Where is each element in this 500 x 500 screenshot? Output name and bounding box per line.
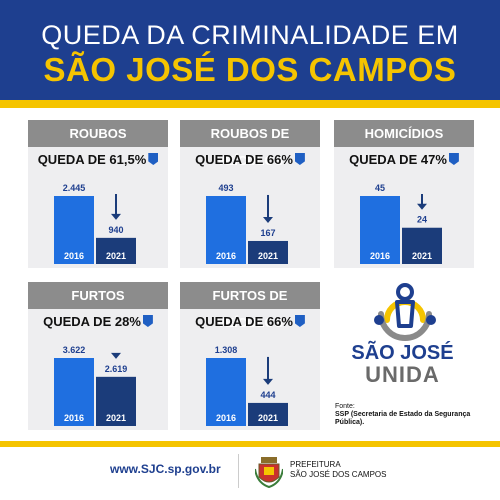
bar-2016 <box>206 196 246 264</box>
data-label: 444 <box>260 390 275 400</box>
prefeitura-city: SÃO JOSÉ DOS CAMPOS <box>290 470 387 479</box>
header-banner: QUEDA DA CRIMINALIDADE EM SÃO JOSÉ DOS C… <box>0 0 500 100</box>
down-arrow-head-icon <box>111 213 121 220</box>
category-label: 2016 <box>370 251 390 261</box>
bar-2021 <box>248 240 288 264</box>
chart-card-homicidios: HOMICÍDIOS QUEDA DE 47% 2016 45 2021 24 <box>334 120 474 268</box>
category-label: 2016 <box>216 251 236 261</box>
people-circle-icon <box>374 283 436 341</box>
bar-chart: 2016 45 2021 24 <box>360 183 442 264</box>
bar-chart: 2016 3.622 2021 2.619 <box>54 345 136 426</box>
bar-chart: 2016 2.445 2021 940 <box>54 183 136 264</box>
source-label: Fonte: <box>335 403 355 410</box>
category-label: 2021 <box>106 413 126 423</box>
source-note: Fonte: SSP (Secretaria de Estado da Segu… <box>335 403 475 427</box>
down-arrow-head-icon <box>417 203 427 210</box>
card-subtitle: QUEDA DE 28% <box>28 314 168 329</box>
title-line-1: QUEDA DA CRIMINALIDADE EM <box>41 20 459 50</box>
data-label: 167 <box>260 228 275 238</box>
prefeitura-label: PREFEITURA <box>290 460 341 469</box>
data-label: 45 <box>375 183 385 193</box>
chart-card-furtos-veiculos: FURTOS DE VEÍCULOS QUEDA DE 66% 2016 1.30… <box>180 282 320 430</box>
data-label: 493 <box>218 183 233 193</box>
down-tag-icon <box>294 153 305 165</box>
data-label: 24 <box>417 215 427 225</box>
footer-accent-bar <box>0 441 500 447</box>
down-tag-icon <box>148 153 159 165</box>
bar-2016 <box>54 196 94 264</box>
data-label: 3.622 <box>63 345 86 355</box>
category-label: 2021 <box>258 251 278 261</box>
card-subtitle: QUEDA DE 47% <box>334 152 474 167</box>
title-line-2: SÃO JOSÉ DOS CAMPOS <box>43 51 457 88</box>
chart-card-roubos-veiculos: ROUBOS DE VEÍCULOS QUEDA DE 66% 2016 493 2… <box>180 120 320 268</box>
logo-text-line-1: SÃO JOSÉ <box>351 342 454 364</box>
card-title: FURTOS <box>28 282 168 309</box>
bar-2016 <box>206 358 246 426</box>
card-subtitle: QUEDA DE 61,5% <box>28 152 168 167</box>
bar-2021 <box>96 376 136 426</box>
bar-chart: 2016 1.308 2021 444 <box>206 345 288 426</box>
chart-card-furtos: FURTOS QUEDA DE 28% 2016 3.622 2021 2.619 <box>28 282 168 430</box>
bar-2021 <box>96 237 136 264</box>
category-label: 2016 <box>64 413 84 423</box>
footer-divider <box>238 454 239 488</box>
category-label: 2021 <box>106 251 126 261</box>
category-label: 2016 <box>64 251 84 261</box>
bar-2016 <box>54 358 94 426</box>
down-tag-icon <box>448 153 459 165</box>
card-subtitle-text: QUEDA DE 61,5% <box>37 152 147 167</box>
down-tag-icon <box>294 315 305 327</box>
card-subtitle-text: QUEDA DE 66% <box>195 152 293 167</box>
bar-chart: 2016 493 2021 167 <box>206 183 288 264</box>
card-title: HOMICÍDIOS <box>334 120 474 147</box>
header-accent-bar <box>0 100 500 108</box>
card-subtitle-text: QUEDA DE 28% <box>43 314 141 329</box>
down-arrow-head-icon <box>111 352 121 359</box>
card-subtitle: QUEDA DE 66% <box>180 314 320 329</box>
down-arrow-head-icon <box>263 216 273 223</box>
card-subtitle-text: QUEDA DE 66% <box>195 314 293 329</box>
category-label: 2021 <box>412 251 432 261</box>
city-crest-icon <box>255 457 283 489</box>
category-label: 2021 <box>258 413 278 423</box>
card-title: FURTOS DE VEÍCULOS <box>180 282 320 330</box>
website-link[interactable]: www.SJC.sp.gov.br <box>110 462 221 476</box>
logo-text-line-2: UNIDA <box>365 362 440 387</box>
down-arrow-head-icon <box>263 378 273 385</box>
down-tag-icon <box>142 315 153 327</box>
data-label: 940 <box>108 225 123 235</box>
card-title: ROUBOS <box>28 120 168 147</box>
bar-2021 <box>402 227 442 264</box>
source-text: SSP (Secretaria de Estado da Segurança P… <box>335 411 471 426</box>
data-label: 2.445 <box>63 183 86 193</box>
card-subtitle-text: QUEDA DE 47% <box>349 152 447 167</box>
bar-2016 <box>360 196 400 264</box>
chart-card-roubos: ROUBOS QUEDA DE 61,5% 2016 2.445 2021 940 <box>28 120 168 268</box>
sao-jose-unida-logo: SÃO JOSÉ UNIDA <box>335 280 475 430</box>
data-label: 2.619 <box>105 364 128 374</box>
card-subtitle: QUEDA DE 66% <box>180 152 320 167</box>
card-title: ROUBOS DE VEÍCULOS <box>180 120 320 168</box>
bar-2021 <box>248 402 288 426</box>
category-label: 2016 <box>216 413 236 423</box>
data-label: 1.308 <box>215 345 238 355</box>
